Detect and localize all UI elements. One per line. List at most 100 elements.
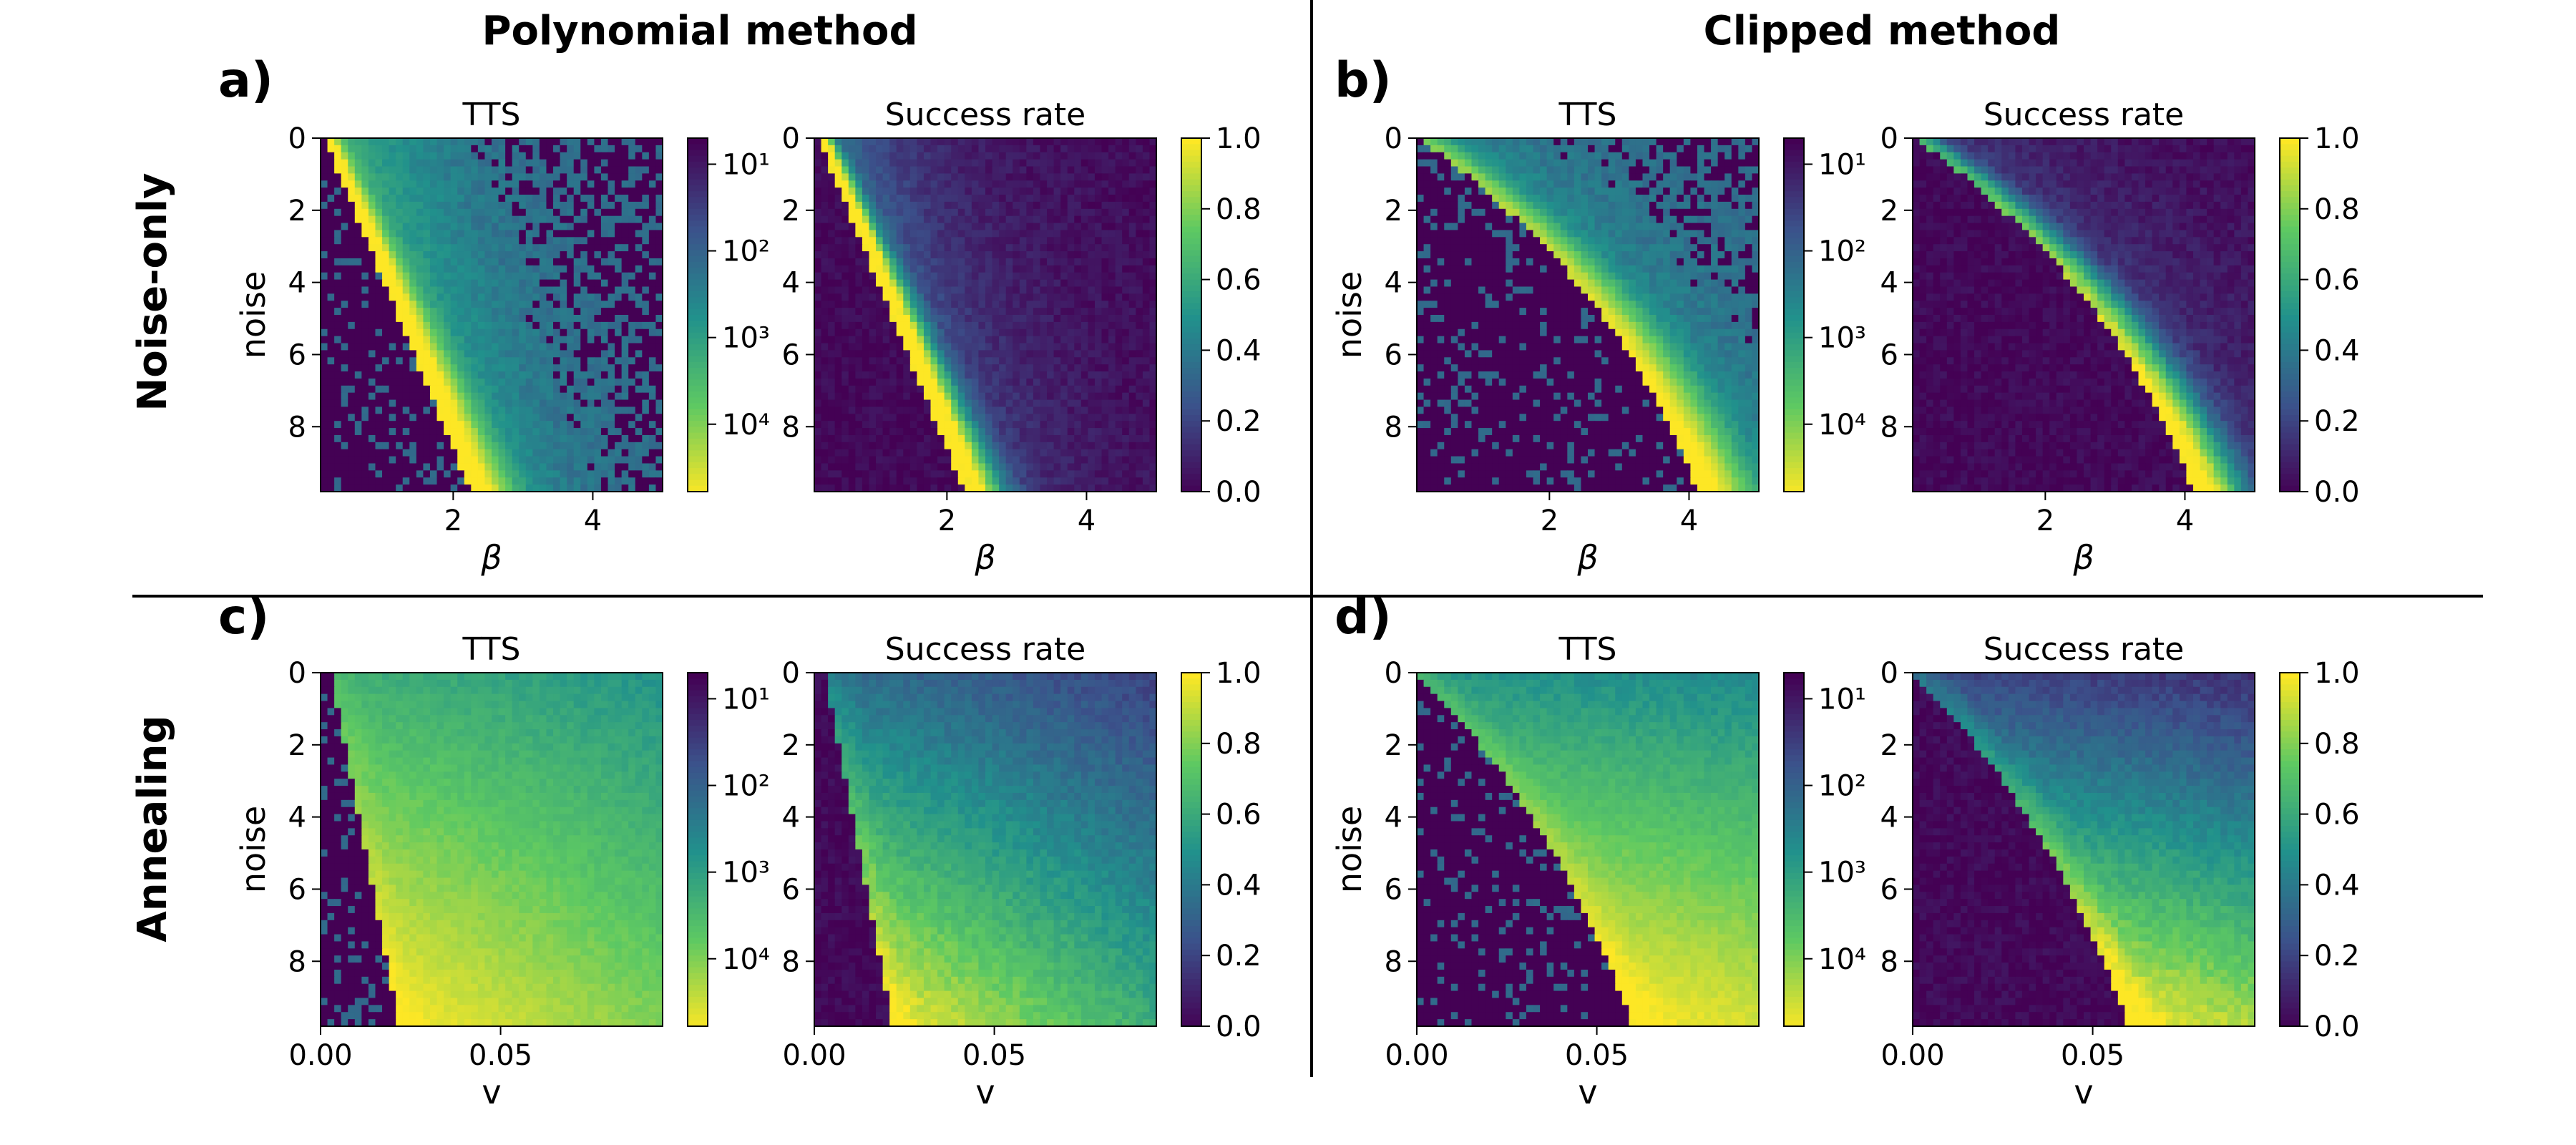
heatmap-cell xyxy=(334,293,341,301)
heatmap-cell xyxy=(828,167,835,174)
heatmap-cell xyxy=(560,167,567,174)
heatmap-cell xyxy=(553,160,560,167)
heatmap-cell xyxy=(328,315,335,322)
heatmap-cell xyxy=(403,336,410,344)
heatmap-cell xyxy=(361,251,369,258)
heatmap-cell xyxy=(1116,209,1123,216)
heatmap-cell xyxy=(814,202,821,209)
heatmap-cell xyxy=(355,293,362,301)
heatmap-cell xyxy=(622,258,629,265)
heatmap-cell xyxy=(567,202,574,209)
heatmap-cell xyxy=(642,421,649,428)
heatmap-cell xyxy=(546,187,553,195)
heatmap-cell xyxy=(512,202,519,209)
heatmap-cell xyxy=(574,202,581,209)
heatmap-cell xyxy=(437,463,444,470)
heatmap-cell xyxy=(471,315,478,322)
heatmap-cell xyxy=(492,435,499,442)
heatmap-cell xyxy=(889,138,897,145)
heatmap-cell xyxy=(917,145,924,152)
heatmap-cell xyxy=(615,160,622,167)
heatmap-cell xyxy=(457,364,464,371)
heatmap-cell xyxy=(574,280,581,287)
heatmap-cell xyxy=(814,273,821,280)
heatmap-cell xyxy=(978,180,985,187)
heatmap-cell xyxy=(567,258,574,265)
heatmap-cell xyxy=(396,293,403,301)
heatmap-cell xyxy=(403,265,410,273)
heatmap-cell xyxy=(1054,237,1061,244)
heatmap-cell xyxy=(560,364,567,371)
heatmap-cell xyxy=(526,477,533,484)
heatmap-cell xyxy=(451,336,458,344)
heatmap-cell xyxy=(375,329,382,336)
heatmap-cell xyxy=(471,477,478,484)
heatmap-cell xyxy=(642,202,649,209)
heatmap-cell xyxy=(341,400,348,407)
colorbar-segment xyxy=(688,173,708,180)
heatmap-cell xyxy=(1095,280,1102,287)
heatmap-cell xyxy=(601,344,608,351)
heatmap-cell xyxy=(828,265,835,273)
heatmap-cell xyxy=(416,463,424,470)
heatmap-cell xyxy=(540,251,547,258)
heatmap-cell xyxy=(594,286,601,293)
heatmap-cell xyxy=(382,216,389,223)
heatmap-cell xyxy=(1054,167,1061,174)
heatmap-cell xyxy=(451,265,458,273)
heatmap-cell xyxy=(574,449,581,457)
heatmap-cell xyxy=(1040,138,1047,145)
heatmap-cell xyxy=(1026,293,1033,301)
heatmap-cell xyxy=(1122,160,1129,167)
heatmap-cell xyxy=(972,209,979,216)
heatmap-cell xyxy=(464,315,472,322)
heatmap-cell xyxy=(444,344,451,351)
heatmap-cell xyxy=(341,244,348,251)
heatmap-cell xyxy=(622,180,629,187)
heatmap-cell xyxy=(457,258,464,265)
heatmap-cell xyxy=(375,449,382,457)
heatmap-cell xyxy=(416,187,424,195)
heatmap-cell xyxy=(917,180,924,187)
panel-letter-d: d) xyxy=(1335,589,1392,645)
heatmap-cell xyxy=(328,237,335,244)
heatmap-cell xyxy=(492,230,499,237)
heatmap-cell xyxy=(546,138,553,145)
heatmap-cell xyxy=(862,173,869,180)
heatmap-cell xyxy=(1013,244,1020,251)
heatmap-cell xyxy=(1102,237,1109,244)
heatmap-cell xyxy=(917,237,924,244)
heatmap-cell xyxy=(348,202,355,209)
heatmap-cell xyxy=(444,280,451,287)
heatmap-cell xyxy=(849,145,856,152)
heatmap-cell xyxy=(464,160,472,167)
colorbar-segment xyxy=(688,220,708,227)
heatmap-cell xyxy=(1116,237,1123,244)
heatmap-cell xyxy=(560,173,567,180)
heatmap-cell xyxy=(369,393,376,400)
heatmap-cell xyxy=(369,357,376,364)
heatmap-cell xyxy=(361,230,369,237)
heatmap-cell xyxy=(567,209,574,216)
heatmap-cell xyxy=(546,357,553,364)
heatmap-cell xyxy=(841,322,849,329)
heatmap-cell xyxy=(375,138,382,145)
heatmap-cell xyxy=(348,442,355,449)
heatmap-cell xyxy=(876,280,883,287)
heatmap-cell xyxy=(512,400,519,407)
heatmap-cell xyxy=(512,336,519,344)
heatmap-cell xyxy=(910,258,917,265)
heatmap-cell xyxy=(1040,280,1047,287)
heatmap-cell xyxy=(574,357,581,364)
heatmap-cell xyxy=(567,145,574,152)
colorbar-segment xyxy=(688,233,708,239)
heatmap-cell xyxy=(649,344,656,351)
heatmap-cell xyxy=(580,202,587,209)
heatmap-cell xyxy=(828,301,835,308)
heatmap-cell xyxy=(622,237,629,244)
heatmap-cell xyxy=(464,209,472,216)
heatmap-cell xyxy=(567,371,574,379)
heatmap-cell xyxy=(1136,273,1143,280)
heatmap-cell xyxy=(444,357,451,364)
heatmap-cell xyxy=(608,463,615,470)
